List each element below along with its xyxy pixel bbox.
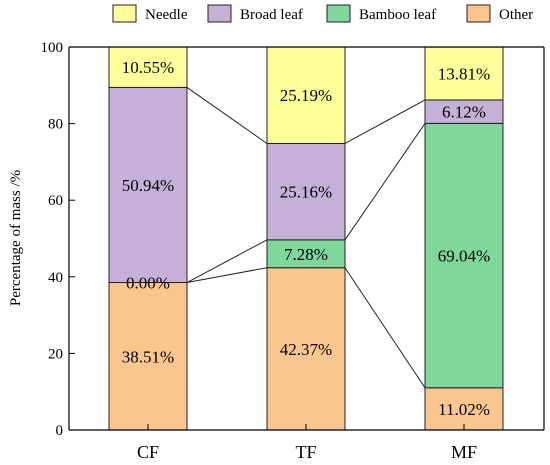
- data-label: 50.94%: [122, 176, 174, 195]
- x-category-label: MF: [451, 442, 477, 462]
- bar-segment-mf-other: [424, 387, 504, 431]
- bar-segment-mf-bamboo-leaf: [424, 122, 504, 389]
- connector-line: [186, 267, 268, 283]
- y-tick-label: 40: [48, 270, 63, 286]
- data-label: 13.81%: [438, 64, 490, 83]
- connector-line: [344, 123, 426, 241]
- data-label: 25.19%: [280, 86, 332, 105]
- data-labels: 38.51% 0.00% 50.94% 10.55% 42.37% 7.28% 25.16%…: [122, 58, 490, 419]
- y-tick-label: 20: [48, 346, 63, 362]
- data-label: 6.12%: [442, 103, 486, 122]
- bar-segment-tf-other: [266, 267, 346, 431]
- legend-swatch-other: [466, 4, 491, 23]
- legend-swatch-needle: [112, 4, 137, 23]
- data-label: 38.51%: [122, 347, 174, 366]
- axes-group: 0 20 40 60 80 100 CF TF MF: [41, 40, 545, 462]
- data-label: 11.02%: [438, 400, 490, 419]
- data-label: 7.28%: [284, 245, 328, 264]
- data-label: 69.04%: [438, 247, 490, 266]
- legend-label-bamboo-leaf: Bamboo leaf: [359, 7, 436, 23]
- y-tick-label: 60: [48, 193, 63, 209]
- connector-line: [344, 99, 426, 144]
- connector-line: [186, 86, 268, 144]
- data-label: 0.00%: [126, 274, 170, 293]
- data-label: 25.16%: [280, 183, 332, 202]
- legend-label-needle: Needle: [145, 7, 188, 23]
- connector-line: [344, 267, 426, 389]
- legend-swatch-broad-leaf: [207, 4, 232, 23]
- bar-segment-tf-needle: [266, 46, 346, 144]
- data-label: 10.55%: [122, 58, 174, 77]
- bar-segment-tf-bamboo-leaf: [266, 239, 346, 269]
- y-axis-label: Percentage of mass /%: [8, 170, 24, 306]
- bar-segment-cf-broad-leaf: [108, 86, 188, 284]
- legend-swatch-bamboo-leaf: [326, 4, 351, 23]
- bar-segment-tf-broad-leaf: [266, 142, 346, 241]
- connector-line: [186, 239, 268, 283]
- connector-lines: [186, 86, 426, 389]
- y-tick-label: 0: [56, 423, 64, 439]
- data-label: 42.37%: [280, 340, 332, 359]
- legend-label-broad-leaf: Broad leaf: [240, 7, 303, 23]
- y-tick-label: 100: [41, 40, 64, 56]
- bar-segment-cf-other: [108, 282, 188, 431]
- y-tick-label: 80: [48, 117, 63, 133]
- legend: Needle Broad leaf Bamboo leaf Other: [112, 4, 533, 23]
- x-category-label: CF: [137, 442, 159, 462]
- legend-label-other: Other: [499, 7, 533, 23]
- x-category-label: TF: [295, 442, 316, 462]
- bars-group: [108, 46, 504, 431]
